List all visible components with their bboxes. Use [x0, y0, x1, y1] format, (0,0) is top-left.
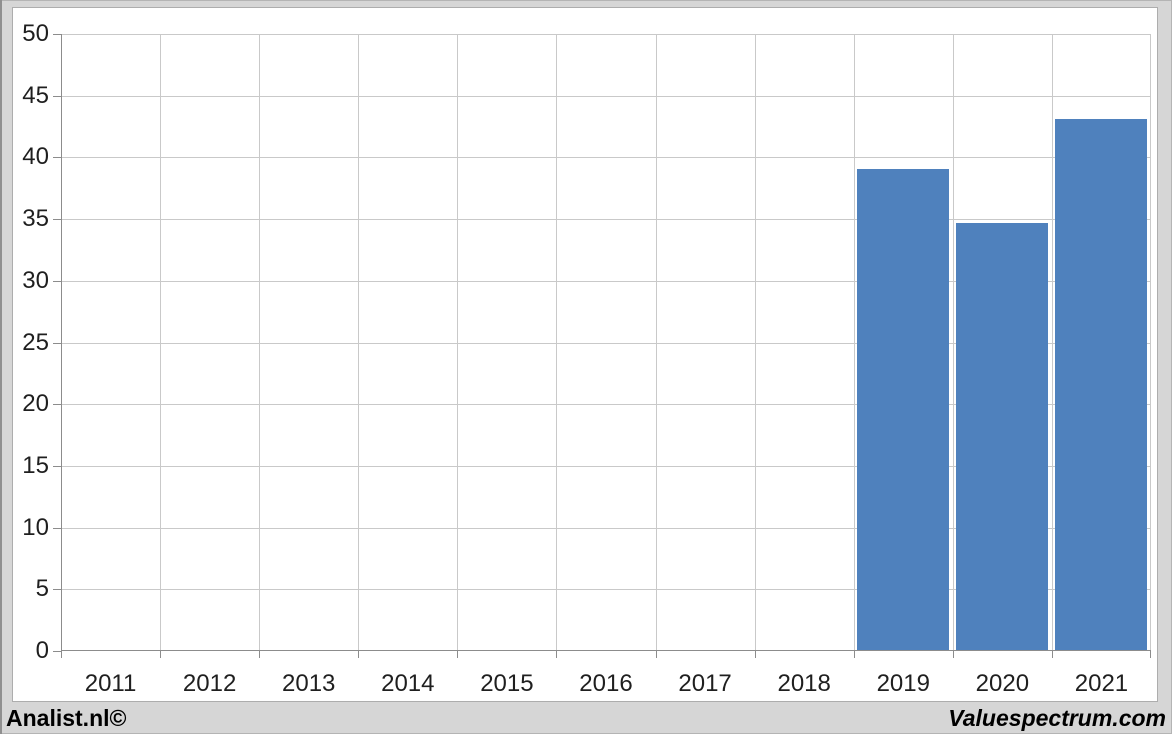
x-axis-tick-label: 2018 [777, 670, 831, 697]
x-axis-tick-label: 2016 [579, 670, 633, 697]
gridline-horizontal [61, 219, 1151, 221]
y-axis-tick [53, 95, 61, 97]
y-axis-tick-label: 45 [22, 81, 49, 109]
x-axis-tick [556, 651, 557, 658]
footer-bar: Analist.nl© Valuespectrum.com [0, 703, 1172, 734]
x-axis-tick-label: 2020 [975, 670, 1030, 697]
y-axis-tick [53, 465, 61, 467]
x-axis-tick [1052, 651, 1053, 658]
x-axis-tick-label: 2013 [282, 670, 336, 697]
gridline-horizontal [61, 34, 1151, 35]
y-axis-tick [53, 342, 61, 344]
x-axis-line [61, 650, 1151, 651]
y-axis-tick [53, 651, 61, 652]
source-credit-left: Analist.nl© [6, 705, 127, 731]
bar-2020 [956, 222, 1049, 651]
gridline-vertical [1052, 34, 1053, 651]
gridline-horizontal [61, 342, 1151, 344]
bar-2021 [1055, 119, 1148, 651]
gridline-horizontal [61, 404, 1151, 406]
plot-area [53, 34, 1151, 658]
y-axis-tick-label: 5 [35, 575, 49, 603]
y-axis-tick [53, 589, 61, 591]
source-credit-right: Valuespectrum.com [948, 705, 1166, 731]
x-axis-tick [854, 651, 855, 658]
x-axis-tick-label: 2017 [678, 670, 732, 697]
y-axis-tick-label: 15 [22, 451, 49, 479]
x-axis-tick [259, 651, 260, 658]
y-axis-tick-label: 30 [22, 266, 49, 294]
x-axis-tick-label: 2021 [1074, 670, 1129, 697]
y-axis-tick [53, 157, 61, 159]
gridline-horizontal [61, 527, 1151, 529]
gridline-vertical [1150, 34, 1151, 651]
x-axis-tick-label: 2019 [876, 670, 930, 697]
gridline-vertical [953, 34, 954, 651]
x-axis-tick-label: 2015 [480, 670, 534, 697]
y-axis-tick [53, 280, 61, 282]
y-axis-tick [53, 527, 61, 529]
gridline-vertical [358, 34, 359, 651]
x-axis-tick [358, 651, 359, 658]
y-axis-tick-label: 20 [22, 390, 49, 418]
gridline-horizontal [61, 157, 1151, 159]
gridline-vertical [854, 34, 855, 651]
gridline-vertical [457, 34, 458, 651]
gridline-horizontal [61, 589, 1151, 591]
x-axis-tick [656, 651, 657, 658]
y-axis-tick-label: 35 [22, 205, 49, 233]
y-axis-tick-label: 10 [22, 513, 49, 541]
gridline-vertical [259, 34, 260, 651]
gridline-vertical [656, 34, 657, 651]
y-axis-tick-label: 0 [35, 637, 49, 664]
x-axis-tick [953, 651, 954, 658]
x-axis-tick-label: 2011 [84, 670, 137, 697]
y-axis-tick-label: 25 [22, 328, 49, 356]
x-axis-tick [457, 651, 458, 658]
y-axis-tick-label: 40 [22, 143, 49, 171]
bar-2019 [857, 168, 950, 651]
y-axis-tick-label: 50 [22, 20, 49, 47]
x-axis-tick-label: 2014 [381, 670, 435, 697]
gridline-horizontal [61, 280, 1151, 282]
y-axis-tick [53, 34, 61, 35]
gridline-horizontal [61, 95, 1151, 97]
x-axis-tick [1150, 651, 1151, 658]
y-axis-line [61, 34, 62, 651]
x-axis-tick-label: 2012 [182, 670, 237, 697]
x-axis-tick [755, 651, 756, 658]
y-axis-tick [53, 404, 61, 406]
gridline-vertical [160, 34, 161, 651]
x-axis-tick [160, 651, 161, 658]
gridline-vertical [556, 34, 557, 651]
gridline-horizontal [61, 465, 1151, 467]
chart-panel: 0 5 10 15 20 25 30 35 40 45 50 2011 2012 2013 2014 201… [12, 7, 1158, 702]
gridline-vertical [755, 34, 756, 651]
x-axis-tick [61, 651, 62, 658]
y-axis-tick [53, 219, 61, 221]
